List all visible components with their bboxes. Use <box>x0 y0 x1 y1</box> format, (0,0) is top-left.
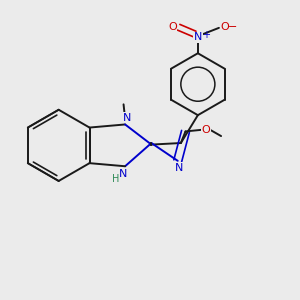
Text: N: N <box>122 112 131 123</box>
Text: H: H <box>112 174 119 184</box>
Text: −: − <box>228 22 237 32</box>
Text: N: N <box>194 32 202 42</box>
Text: +: + <box>202 30 210 40</box>
Text: O: O <box>201 125 210 135</box>
Text: O: O <box>220 22 229 32</box>
Text: N: N <box>119 169 128 179</box>
Text: N: N <box>175 163 184 172</box>
Text: O: O <box>168 22 177 32</box>
